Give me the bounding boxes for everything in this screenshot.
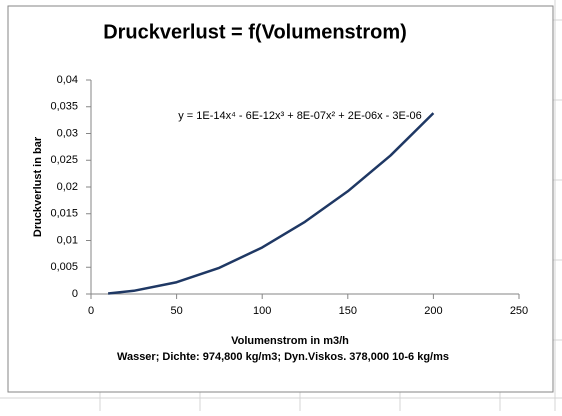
y-axis-label: Druckverlust in bar xyxy=(32,136,44,237)
x-axis-label: Volumenstrom in m3/h xyxy=(231,335,349,347)
trendline-equation: y = 1E-14x⁴ - 6E-12x³ + 8E-07x² + 2E-06x… xyxy=(178,110,421,122)
y-tick-label: 0,03 xyxy=(57,127,78,139)
chart-title: Druckverlust = f(Volumenstrom) xyxy=(103,21,407,43)
y-tick-label: 0,005 xyxy=(50,261,78,273)
y-tick-label: 0,025 xyxy=(50,154,78,166)
x-tick-label: 0 xyxy=(88,305,94,317)
x-tick-label: 50 xyxy=(170,305,182,317)
x-tick-label: 200 xyxy=(424,305,442,317)
chart-border xyxy=(7,5,554,393)
x-tick-label: 150 xyxy=(339,305,357,317)
x-tick-label: 250 xyxy=(510,305,528,317)
y-tick-label: 0 xyxy=(72,288,78,300)
subtitle: Wasser; Dichte: 974,800 kg/m3; Dyn.Visko… xyxy=(117,351,449,363)
y-tick-label: 0,035 xyxy=(50,101,78,113)
y-tick-label: 0,015 xyxy=(50,208,78,220)
y-tick-label: 0,01 xyxy=(57,234,78,246)
y-tick-label: 0,04 xyxy=(57,74,78,86)
x-tick-label: 100 xyxy=(253,305,271,317)
y-tick-label: 0,02 xyxy=(57,181,78,193)
data-line xyxy=(107,112,435,295)
